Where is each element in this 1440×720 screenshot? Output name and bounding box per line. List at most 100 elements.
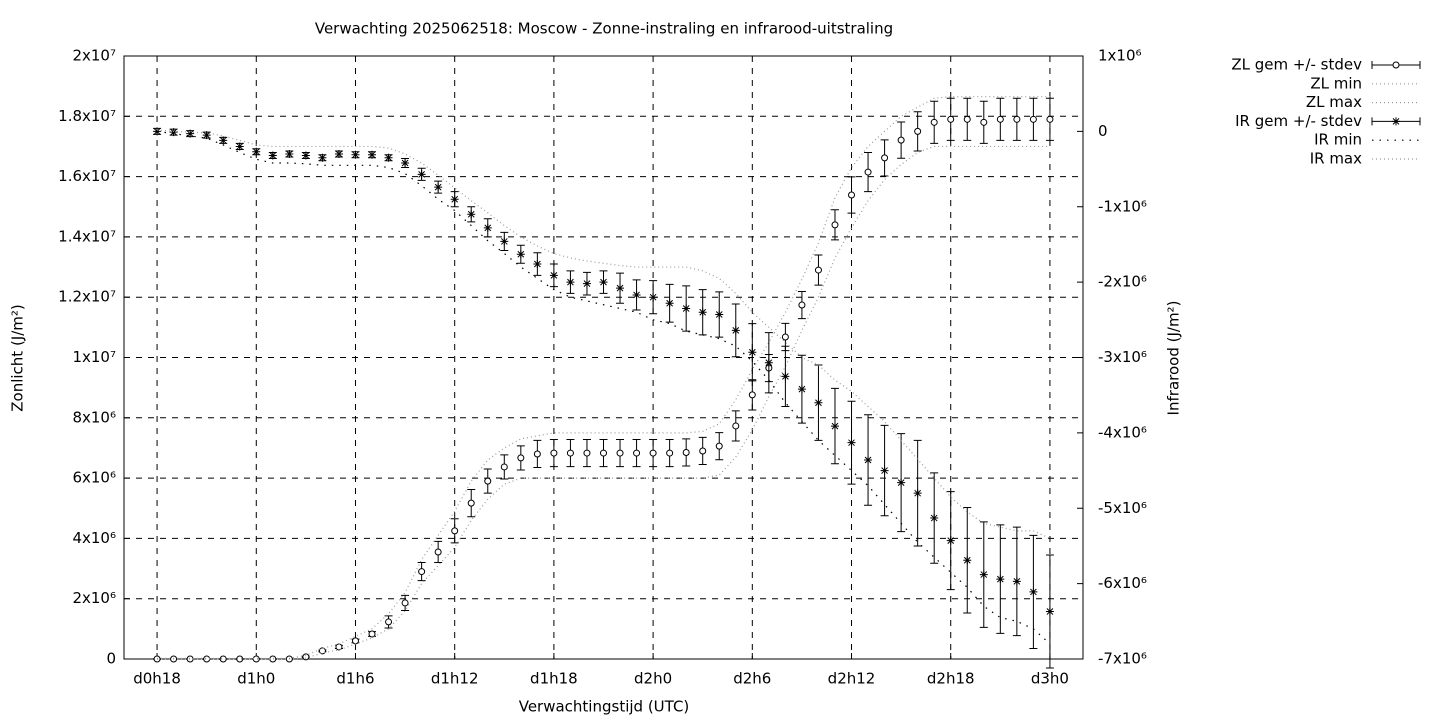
data-point: [203, 655, 211, 663]
data-point: [1013, 115, 1021, 123]
data-point: [1029, 115, 1037, 123]
x-tick-label: d3h0: [1031, 670, 1069, 688]
data-point: [797, 385, 806, 394]
data-point: [698, 308, 707, 317]
y2-tick-label: 1x10⁶: [1098, 47, 1142, 65]
data-point: [252, 655, 260, 663]
data-point: [764, 358, 773, 367]
data-point: [401, 599, 409, 607]
data-point: [368, 150, 377, 159]
data-point: [947, 115, 955, 123]
data-point: [202, 131, 211, 140]
x-tick-label: d2h6: [733, 670, 771, 688]
range-line: [156, 130, 1051, 645]
data-point: [583, 449, 591, 457]
y-axis-label: Zonlicht (J/m²): [9, 304, 27, 412]
y-tick-label: 1x10⁷: [72, 348, 116, 366]
y-tick-label: 1.4x10⁷: [58, 227, 116, 245]
data-point: [666, 449, 674, 457]
data-point: [914, 127, 922, 135]
data-point: [980, 118, 988, 126]
y2-tick-label: -6x10⁶: [1098, 574, 1147, 592]
data-point: [566, 278, 575, 287]
data-point: [236, 655, 244, 663]
data-point: [732, 422, 740, 430]
data-point: [434, 183, 443, 192]
data-point: [566, 449, 574, 457]
plot-border: [123, 55, 1084, 660]
y2-tick-label: -1x10⁶: [1098, 197, 1147, 215]
x-tick-label: d1h12: [431, 670, 479, 688]
data-point: [731, 326, 740, 335]
data-point: [1012, 577, 1021, 586]
data-point: [384, 153, 393, 162]
data-point: [715, 442, 723, 450]
legend-label: ZL max: [1306, 93, 1362, 111]
legend-marker: [1392, 61, 1400, 69]
data-point: [235, 142, 244, 151]
x-tick-label: d1h18: [530, 670, 578, 688]
legend-label: IR min: [1314, 131, 1362, 149]
x-tick-label: d1h0: [237, 670, 275, 688]
x-tick-label: d2h12: [828, 670, 876, 688]
y-tick-label: 8x10⁶: [72, 408, 116, 426]
data-point: [484, 477, 492, 485]
y2-tick-label: -7x10⁶: [1098, 650, 1147, 668]
y-tick-label: 1.2x10⁷: [58, 288, 116, 306]
data-point: [930, 514, 939, 523]
data-point: [582, 279, 591, 288]
data-point: [682, 448, 690, 456]
data-point: [219, 136, 228, 145]
data-point: [864, 168, 872, 176]
y2-tick-label: -3x10⁶: [1098, 348, 1147, 366]
data-point: [1046, 115, 1054, 123]
x-tick-label: d0h18: [133, 670, 181, 688]
data-point: [699, 447, 707, 455]
data-point: [649, 293, 658, 302]
y2-tick-label: -2x10⁶: [1098, 273, 1147, 291]
data-point: [533, 450, 541, 458]
data-point: [963, 556, 972, 565]
data-point: [368, 630, 376, 638]
y-tick-label: 1.6x10⁷: [58, 167, 116, 185]
data-point: [897, 478, 906, 487]
data-point: [318, 647, 326, 655]
data-point: [186, 655, 194, 663]
data-point: [798, 301, 806, 309]
data-point: [500, 463, 508, 471]
y-tick-label: 1.8x10⁷: [58, 107, 116, 125]
data-point: [616, 449, 624, 457]
y2-tick-label: -4x10⁶: [1098, 423, 1147, 441]
data-point: [682, 304, 691, 313]
data-point: [549, 271, 558, 280]
data-point: [268, 151, 277, 160]
y2-axis-label: Infrarood (J/m²): [1165, 301, 1183, 416]
data-point: [665, 299, 674, 308]
data-point: [351, 637, 359, 645]
data-point: [715, 310, 724, 319]
data-point: [748, 348, 757, 357]
data-point: [450, 195, 459, 204]
data-point: [847, 438, 856, 447]
x-axis-label: Verwachtingstijd (UTC): [519, 698, 690, 716]
data-point: [434, 548, 442, 556]
data-point: [930, 118, 938, 126]
data-point: [301, 151, 310, 160]
data-point: [880, 466, 889, 475]
data-point: [946, 536, 955, 545]
data-point: [831, 221, 839, 229]
data-point: [335, 643, 343, 651]
data-point: [649, 449, 657, 457]
data-point: [500, 237, 509, 246]
data-point: [252, 147, 261, 156]
data-point: [385, 618, 393, 626]
x-tick-label: d2h18: [927, 670, 975, 688]
data-point: [781, 372, 790, 381]
data-point: [814, 266, 822, 274]
x-tick-label: d2h0: [634, 670, 672, 688]
data-point: [781, 333, 789, 341]
data-point: [318, 153, 327, 162]
data-point: [467, 210, 476, 219]
data-point: [913, 489, 922, 498]
